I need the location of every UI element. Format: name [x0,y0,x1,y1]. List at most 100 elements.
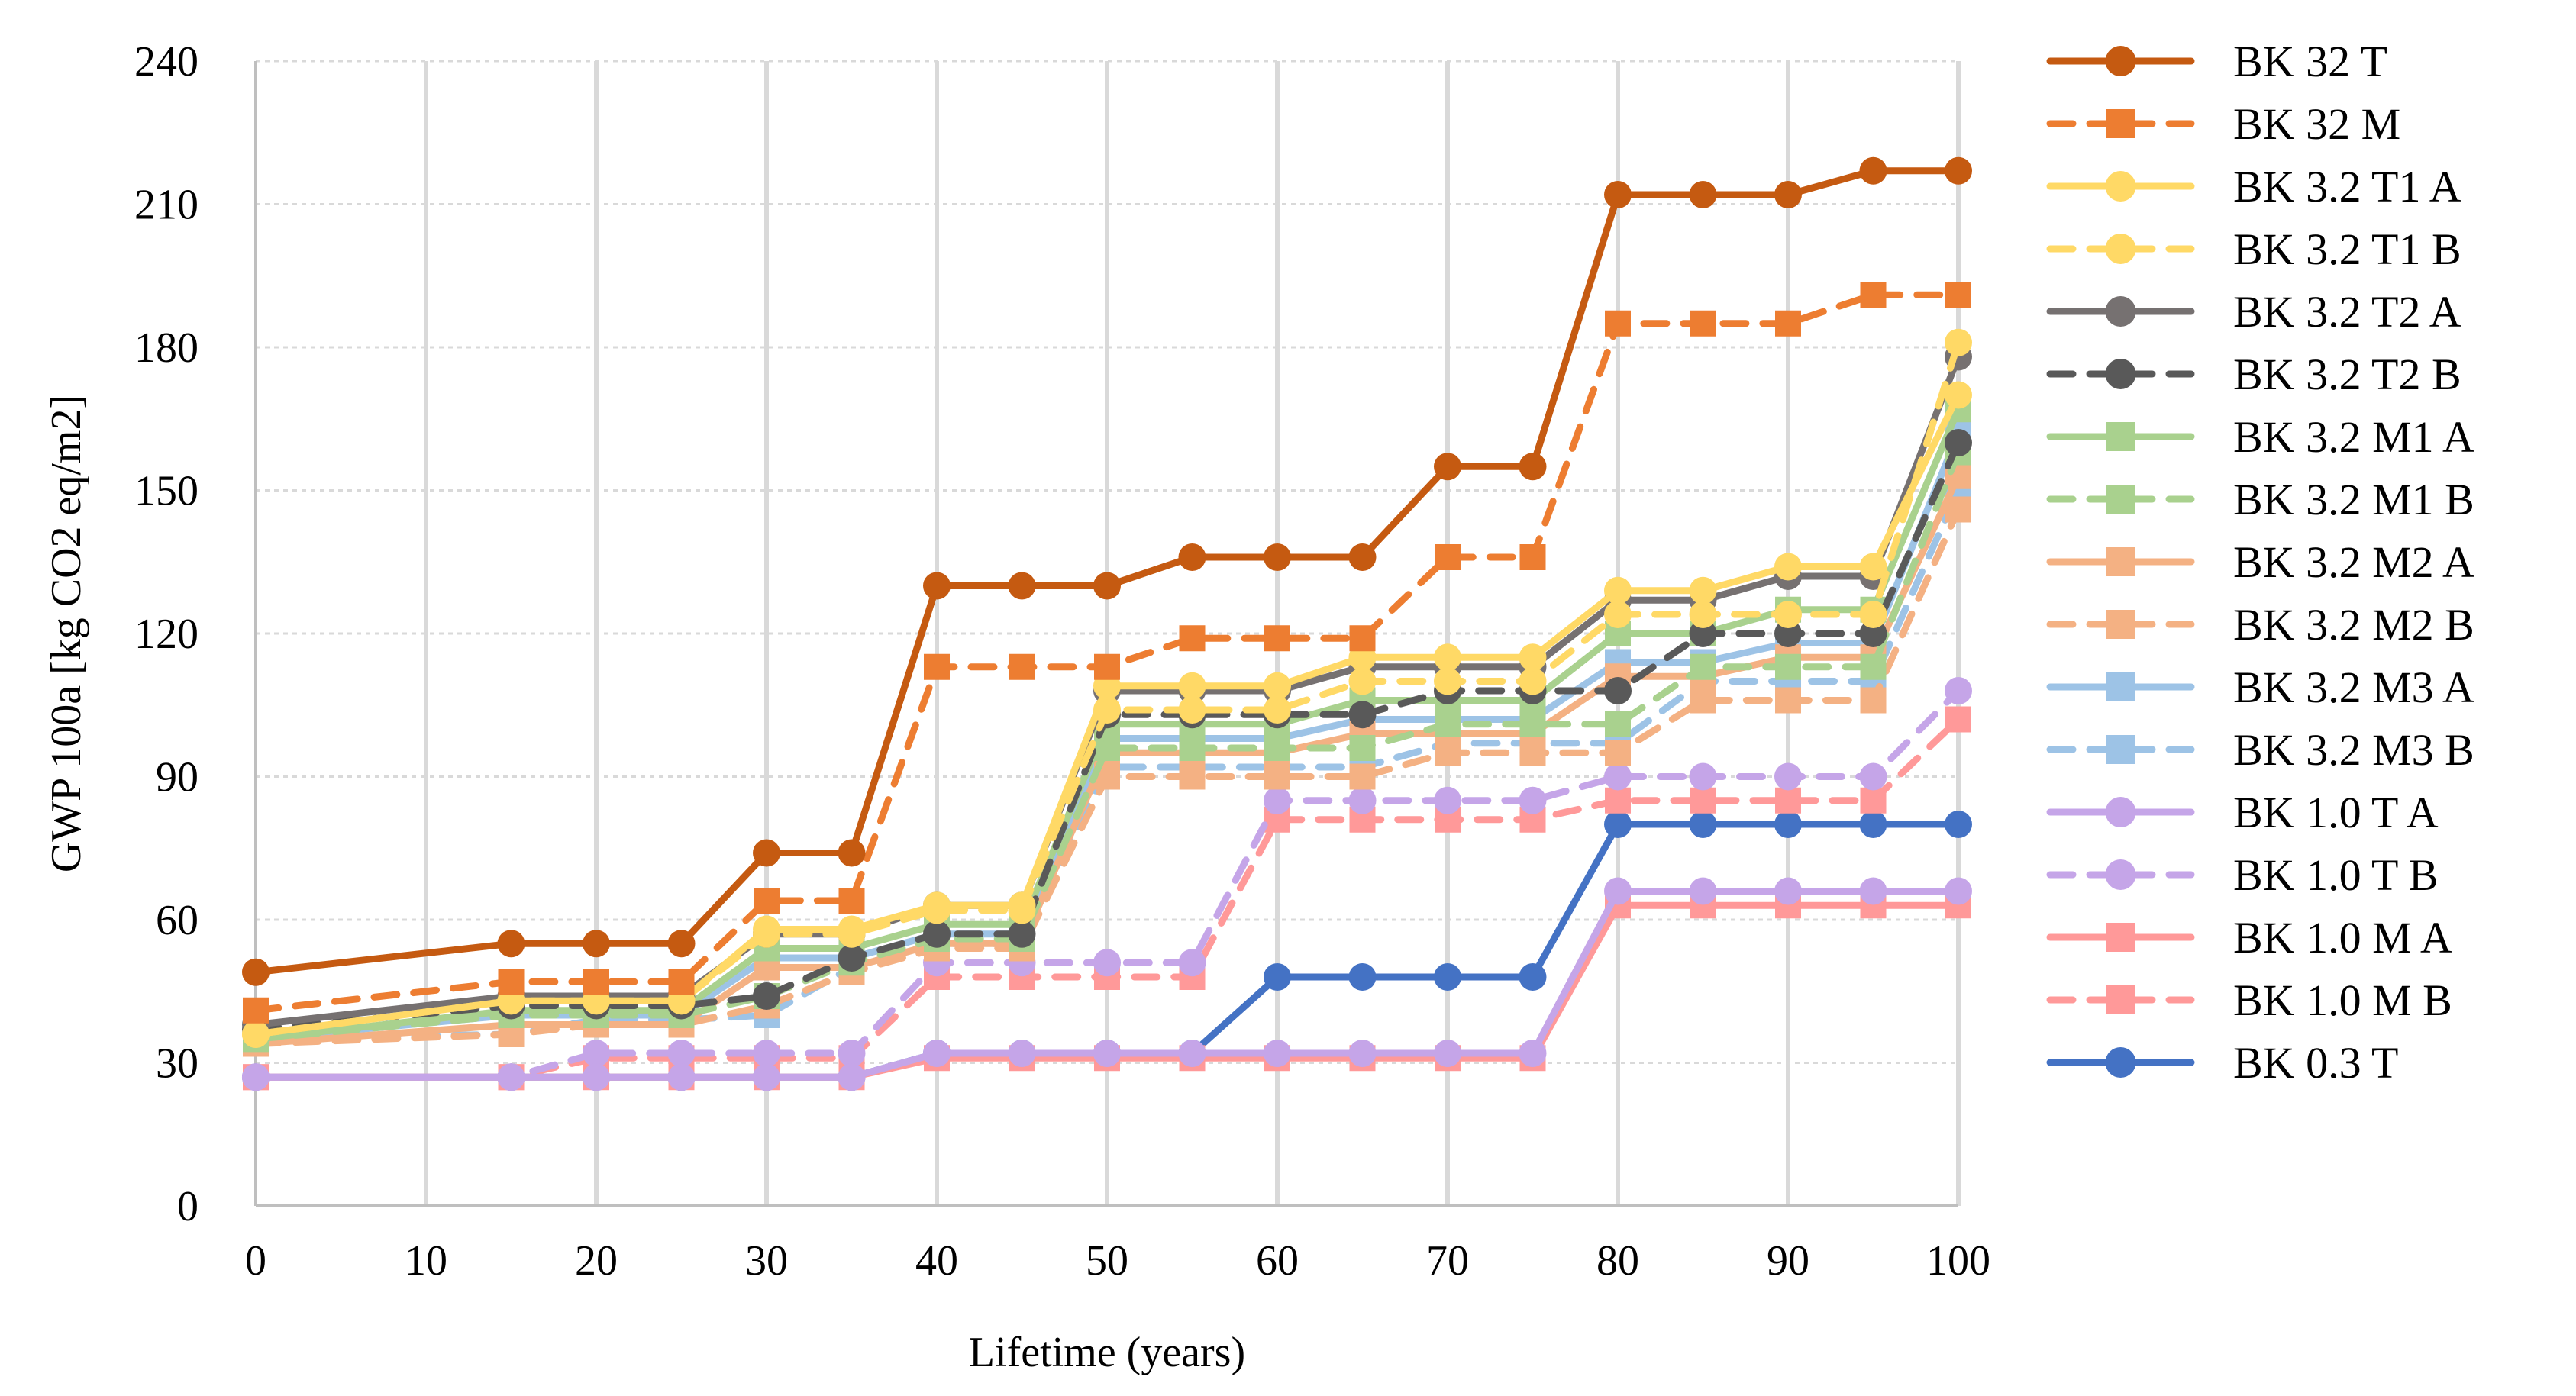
point-bk-1-0-t-b-65 [1348,786,1377,814]
point-bk-3-2-t1-b-55 [1178,696,1206,724]
y-tick-label-210: 210 [134,182,199,229]
legend-item-bk-3-2-t2-b: BK 3.2 T2 B [2046,350,2461,399]
legend-marker-bk-3-2-m3-b [2106,735,2135,764]
point-bk-3-2-m1-b-55 [1179,735,1206,761]
point-bk-32-t-45 [1008,572,1036,600]
x-tick-label-50: 50 [1086,1237,1128,1285]
point-bk-32-m-85 [1690,310,1716,337]
point-bk-3-2-m2-b-60 [1264,763,1290,790]
point-bk-32-t-70 [1434,453,1461,481]
x-tick-label-40: 40 [915,1237,958,1285]
legend-label-bk-3-2-m1-a: BK 3.2 M1 A [2233,412,2474,462]
point-bk-32-t-40 [923,572,951,600]
point-bk-32-t-55 [1178,543,1206,571]
point-bk-0-3-t-75 [1519,963,1547,991]
point-bk-32-m-30 [754,888,780,914]
legend-marker-bk-3-2-m3-a [2106,672,2135,701]
legend-marker-bk-3-2-m2-b [2106,610,2135,639]
point-bk-1-0-m-b-85 [1690,787,1716,814]
point-bk-3-2-t1-a-90 [1774,553,1802,581]
point-bk-32-m-55 [1179,625,1206,652]
point-bk-1-0-t-a-25 [667,1063,696,1091]
legend-marker-bk-3-2-m1-b [2106,485,2135,514]
legend-label-bk-3-2-t1-a: BK 3.2 T1 A [2233,162,2461,211]
point-bk-1-0-t-a-75 [1519,1040,1547,1067]
point-bk-32-t-35 [838,839,866,867]
point-bk-1-0-t-a-35 [838,1063,866,1091]
legend-item-bk-1-0-t-b: BK 1.0 T B [2046,850,2439,900]
legend-label-bk-3-2-t2-b: BK 3.2 T2 B [2233,350,2461,399]
point-bk-3-2-m1-b-75 [1519,711,1546,737]
y-tick-label-0: 0 [177,1183,199,1230]
point-bk-1-0-t-a-65 [1348,1040,1377,1067]
point-bk-1-0-t-a-70 [1434,1040,1461,1067]
legend-marker-bk-1-0-m-b [2106,985,2135,1014]
point-bk-32-t-0 [242,958,270,986]
x-axis-title: Lifetime (years) [969,1329,1245,1376]
point-bk-3-2-t1-a-100 [1945,381,1972,409]
point-bk-32-m-60 [1264,625,1290,652]
point-bk-1-0-t-b-85 [1689,762,1717,791]
legend-item-bk-1-0-m-a: BK 1.0 M A [2046,913,2452,962]
point-bk-32-t-15 [497,930,525,958]
y-tick-label-180: 180 [134,324,199,372]
point-bk-1-0-t-b-20 [583,1040,610,1067]
point-bk-3-2-m2-b-65 [1349,763,1376,790]
point-bk-1-0-t-a-80 [1604,877,1632,905]
legend-marker-bk-1-0-t-b [2105,859,2136,890]
point-bk-32-m-75 [1519,544,1546,570]
point-bk-32-t-30 [753,839,780,867]
point-bk-32-m-25 [668,969,695,995]
legend: BK 32 T BK 32 M BK 3.2 T1 A BK 3.2 T1 B BK 3… [2046,37,2474,1088]
legend-item-bk-3-2-m3-a: BK 3.2 M3 A [2046,663,2474,712]
point-bk-3-2-m1-b-70 [1435,711,1461,737]
point-bk-3-2-t1-b-65 [1348,667,1377,695]
point-bk-32-m-15 [498,969,525,995]
point-bk-1-0-m-b-80 [1605,787,1631,814]
x-tick-label-60: 60 [1256,1237,1299,1285]
point-bk-3-2-m2-b-90 [1775,687,1801,714]
point-bk-32-t-80 [1604,181,1632,208]
point-bk-3-2-t2-b-80 [1604,677,1632,704]
legend-label-bk-1-0-t-b: BK 1.0 T B [2233,850,2439,900]
legend-item-bk-1-0-m-b: BK 1.0 M B [2046,975,2452,1025]
legend-label-bk-3-2-m1-b: BK 3.2 M1 B [2233,475,2474,524]
point-bk-3-2-t1-a-70 [1434,643,1461,672]
legend-marker-bk-3-2-t2-a [2105,296,2136,327]
point-bk-32-t-60 [1264,543,1291,571]
legend-marker-bk-3-2-m1-a [2106,422,2135,451]
point-bk-1-0-t-b-100 [1945,677,1972,704]
legend-label-bk-1-0-m-b: BK 1.0 M B [2233,975,2452,1025]
point-bk-3-2-t1-b-80 [1604,601,1632,628]
point-bk-1-0-t-a-100 [1945,877,1972,905]
point-bk-1-0-m-b-90 [1775,787,1801,814]
axes: 0 30 60 90 120 150 180 210 240 0 10 20 30 40 50 60 70 80 9… [43,38,1990,1376]
series-bk-1-0-t-a [242,877,1972,1091]
point-bk-3-2-m2-b-80 [1605,740,1631,766]
legend-marker-bk-0-3-t [2105,1047,2136,1078]
point-bk-32-m-0 [243,997,269,1024]
x-tick-label-80: 80 [1596,1237,1639,1285]
point-bk-3-2-t1-a-30 [753,915,780,943]
point-bk-32-m-35 [838,888,865,914]
legend-item-bk-3-2-t1-a: BK 3.2 T1 A [2046,162,2461,211]
point-bk-1-0-t-b-55 [1178,949,1206,977]
point-bk-3-2-t1-a-85 [1689,576,1717,605]
point-bk-3-2-t1-b-90 [1774,601,1802,628]
point-bk-3-2-t1-a-80 [1604,576,1632,605]
series-bk-32-t [242,156,1972,986]
point-bk-1-0-t-a-90 [1774,877,1802,905]
point-bk-3-2-m1-b-95 [1860,653,1887,680]
point-bk-3-2-m2-b-95 [1860,687,1887,714]
x-tick-label-90: 90 [1767,1237,1809,1285]
point-bk-3-2-t1-b-100 [1945,328,1972,356]
point-bk-1-0-t-b-25 [667,1040,696,1067]
legend-marker-bk-3-2-m2-a [2106,547,2135,576]
x-tick-label-0: 0 [245,1237,266,1285]
legend-marker-bk-1-0-t-a [2105,797,2136,827]
point-bk-3-2-t2-b-30 [753,982,780,1010]
point-bk-32-t-50 [1093,572,1121,600]
point-bk-32-m-100 [1945,282,1971,308]
x-tick-label-100: 100 [1926,1237,1990,1285]
